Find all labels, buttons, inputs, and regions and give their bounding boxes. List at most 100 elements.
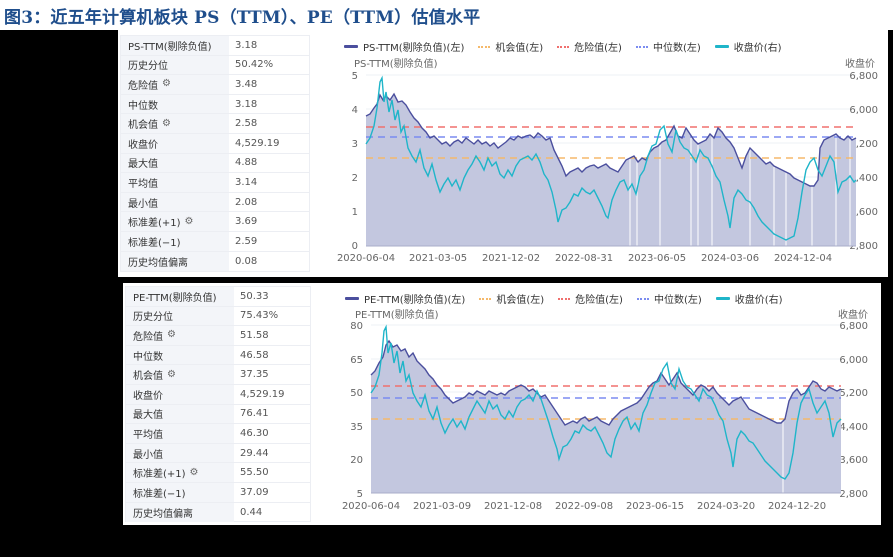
stats-label: 历史分位 <box>121 55 229 75</box>
line-swatch-icon <box>345 297 359 300</box>
line-swatch-icon <box>344 45 358 48</box>
dots-swatch-icon <box>478 45 491 48</box>
legend-item-opportunity[interactable]: 机会值(左) <box>478 39 543 54</box>
legend-item-pe[interactable]: PE-TTM(剔除负值)(左) <box>345 291 465 306</box>
legend-item-median[interactable]: 中位数(左) <box>635 39 701 54</box>
stats-value: 37.35 <box>240 369 269 381</box>
svg-text:2021-12-08: 2021-12-08 <box>484 501 542 512</box>
stats-label: 历史分位 <box>126 306 234 326</box>
stats-label: 危险值 ⚙ <box>121 75 229 94</box>
stats-value: 55.50 <box>240 467 269 479</box>
svg-text:65: 65 <box>350 355 363 366</box>
svg-text:2020-06-04: 2020-06-04 <box>337 253 395 264</box>
stats-row: 最小值 2.08 <box>121 192 309 213</box>
stats-label: PE-TTM(剔除负值) <box>126 287 234 306</box>
x-ticks: 2020-06-04 2021-03-09 2021-12-08 2022-09… <box>342 501 826 512</box>
stats-label: 最小值 <box>121 192 229 212</box>
stats-label: 收盘价 <box>121 133 229 153</box>
dots-swatch-icon <box>479 297 492 300</box>
dots-swatch-icon <box>635 45 648 48</box>
stats-label: 最大值 <box>126 404 234 424</box>
legend-item-opportunity[interactable]: 机会值(左) <box>479 291 544 306</box>
gear-icon[interactable]: ⚙ <box>167 368 176 380</box>
left-axis-title: PE-TTM(剔除负值) <box>355 308 439 321</box>
stats-row: 平均值 3.14 <box>121 173 309 193</box>
right-axis-title: 收盘价 <box>845 57 875 70</box>
stats-label: 机会值 ⚙ <box>121 114 229 133</box>
svg-text:80: 80 <box>350 321 363 332</box>
svg-text:2,800: 2,800 <box>839 489 868 500</box>
stats-label: 中位数 <box>121 94 229 114</box>
svg-text:6,000: 6,000 <box>839 355 868 366</box>
stats-row: 危险值 ⚙ 3.48 <box>121 75 309 95</box>
dots-swatch-icon <box>636 297 649 300</box>
stats-value: 4,529.19 <box>235 137 280 149</box>
stats-row: 中位数 3.18 <box>121 94 309 115</box>
stats-value: 4.88 <box>235 157 258 169</box>
stats-row: 收盘价 4,529.19 <box>126 384 310 405</box>
stats-value: 46.58 <box>240 349 269 361</box>
svg-text:2021-03-05: 2021-03-05 <box>409 253 467 264</box>
stats-value: 4,529.19 <box>240 388 285 400</box>
left-axis-title: PS-TTM(剔除负值) <box>354 57 438 70</box>
stats-row: 最大值 4.88 <box>121 153 309 174</box>
svg-text:4: 4 <box>352 105 358 116</box>
svg-text:3,600: 3,600 <box>839 455 868 466</box>
stats-label: 标准差(−1) <box>126 482 234 502</box>
ps-area <box>366 94 856 246</box>
stats-row: 历史分位 50.42% <box>121 55 309 76</box>
stats-row: 标准差(+1) ⚙ 55.50 <box>126 463 310 483</box>
stats-label: 标准差(+1) ⚙ <box>121 212 229 231</box>
stats-label: 平均值 <box>126 424 234 443</box>
gear-icon[interactable]: ⚙ <box>167 329 176 341</box>
legend-item-danger[interactable]: 危险值(左) <box>558 291 623 306</box>
stats-value: 2.59 <box>235 235 258 247</box>
svg-text:50: 50 <box>350 388 363 399</box>
stats-label: 机会值 ⚙ <box>126 365 234 384</box>
stats-row: 历史分位 75.43% <box>126 306 310 327</box>
gear-icon[interactable]: ⚙ <box>162 117 171 129</box>
stats-row: PS-TTM(剔除负值) 3.18 <box>121 36 309 56</box>
ps-gaps <box>629 134 851 246</box>
stats-value: 3.14 <box>235 176 258 188</box>
stats-row: 平均值 46.30 <box>126 424 310 444</box>
stats-value: 29.44 <box>240 447 269 459</box>
gear-icon[interactable]: ⚙ <box>162 78 171 90</box>
gear-icon[interactable]: ⚙ <box>189 466 199 478</box>
svg-text:2022-09-08: 2022-09-08 <box>555 501 613 512</box>
svg-text:5: 5 <box>357 489 363 500</box>
svg-text:4,400: 4,400 <box>839 422 868 433</box>
svg-text:5: 5 <box>352 71 358 82</box>
legend-item-close[interactable]: 收盘价(右) <box>715 291 783 306</box>
stats-value: 51.58 <box>240 329 269 341</box>
legend-item-danger[interactable]: 危险值(左) <box>557 39 622 54</box>
stats-row: 最小值 29.44 <box>126 443 310 464</box>
pe-line <box>370 339 842 426</box>
stats-row: 机会值 ⚙ 2.58 <box>121 114 309 134</box>
legend-item-median[interactable]: 中位数(左) <box>636 291 702 306</box>
right-axis-title: 收盘价 <box>838 308 868 321</box>
stats-label: 标准差(+1) ⚙ <box>126 463 234 482</box>
legend-item-ps[interactable]: PS-TTM(剔除负值)(左) <box>344 39 464 54</box>
right-ticks: 2,800 3,600 4,400 5,200 6,000 6,800 <box>839 321 868 500</box>
dots-swatch-icon <box>558 297 571 300</box>
gear-icon[interactable]: ⚙ <box>184 215 194 227</box>
stats-value: 3.48 <box>235 78 258 90</box>
stats-row: 危险值 ⚙ 51.58 <box>126 326 310 346</box>
line-swatch-icon <box>715 297 730 300</box>
svg-text:2024-03-06: 2024-03-06 <box>701 253 759 264</box>
left-ticks: 0 1 2 3 4 5 <box>352 71 358 252</box>
stats-row: 中位数 46.58 <box>126 345 310 366</box>
stats-value: 3.18 <box>235 98 258 110</box>
stats-row: PE-TTM(剔除负值) 50.33 <box>126 287 310 307</box>
svg-text:2022-08-31: 2022-08-31 <box>555 253 613 264</box>
svg-text:2024-12-04: 2024-12-04 <box>774 253 832 264</box>
dots-swatch-icon <box>557 45 570 48</box>
ps-panel: PS-TTM(剔除负值) 3.18 历史分位 50.42% 危险值 ⚙ 3.48 中位数… <box>118 30 888 277</box>
svg-text:35: 35 <box>350 422 363 433</box>
svg-text:6,800: 6,800 <box>849 71 878 82</box>
stats-value: 3.18 <box>235 39 258 51</box>
stats-value: 50.33 <box>240 290 269 302</box>
svg-text:6,000: 6,000 <box>849 105 878 116</box>
legend-item-close[interactable]: 收盘价(右) <box>714 39 782 54</box>
